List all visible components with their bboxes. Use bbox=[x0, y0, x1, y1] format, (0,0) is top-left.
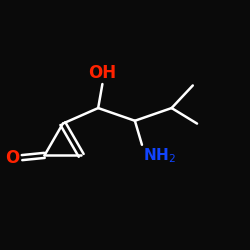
Text: O: O bbox=[6, 148, 20, 166]
Text: NH$_2$: NH$_2$ bbox=[143, 146, 176, 165]
Text: OH: OH bbox=[88, 64, 117, 82]
